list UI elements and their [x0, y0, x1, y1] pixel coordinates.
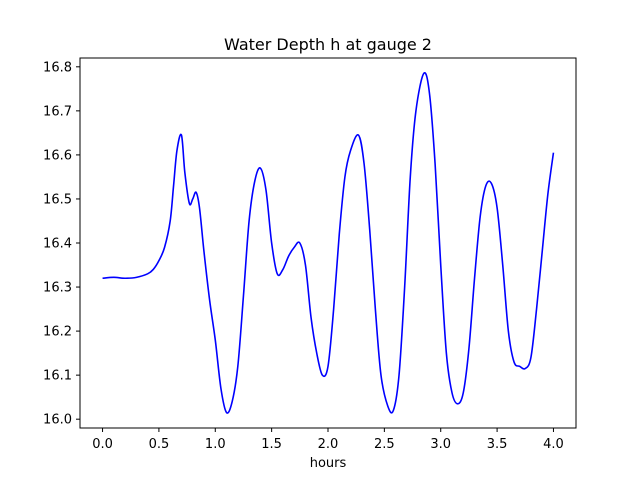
y-tick-label: 16.1: [43, 369, 72, 384]
y-tick-label: 16.6: [43, 148, 72, 163]
y-tick-label: 16.8: [43, 60, 72, 75]
x-tick-label: 0.5: [149, 437, 170, 452]
series-line-0: [102, 72, 555, 414]
y-tick-label: 16.5: [43, 192, 72, 207]
x-axis: 0.0 0.5 1.0 1.5 2.0 2.5 3.0 3.5 4.0: [92, 428, 564, 452]
y-tick-label: 16.3: [43, 281, 72, 296]
plot-area: [102, 72, 555, 414]
y-axis: 16.0 16.1 16.2 16.3 16.4 16.5 16.6 16.7 16.8: [43, 60, 80, 428]
y-tick-label: 16.0: [43, 413, 72, 428]
x-axis-label: hours: [310, 456, 347, 471]
x-tick-label: 1.0: [205, 437, 226, 452]
x-tick-label: 4.0: [543, 437, 564, 452]
x-tick-label: 0.0: [92, 437, 113, 452]
x-tick-label: 2.5: [374, 437, 395, 452]
y-tick-label: 16.7: [43, 104, 72, 119]
y-tick-label: 16.4: [43, 237, 72, 252]
x-tick-label: 3.5: [487, 437, 508, 452]
x-tick-label: 1.5: [261, 437, 282, 452]
y-tick-label: 16.2: [43, 325, 72, 340]
chart-title: Water Depth h at gauge 2: [224, 35, 432, 54]
x-tick-label: 3.0: [430, 437, 451, 452]
x-tick-label: 2.0: [318, 437, 339, 452]
